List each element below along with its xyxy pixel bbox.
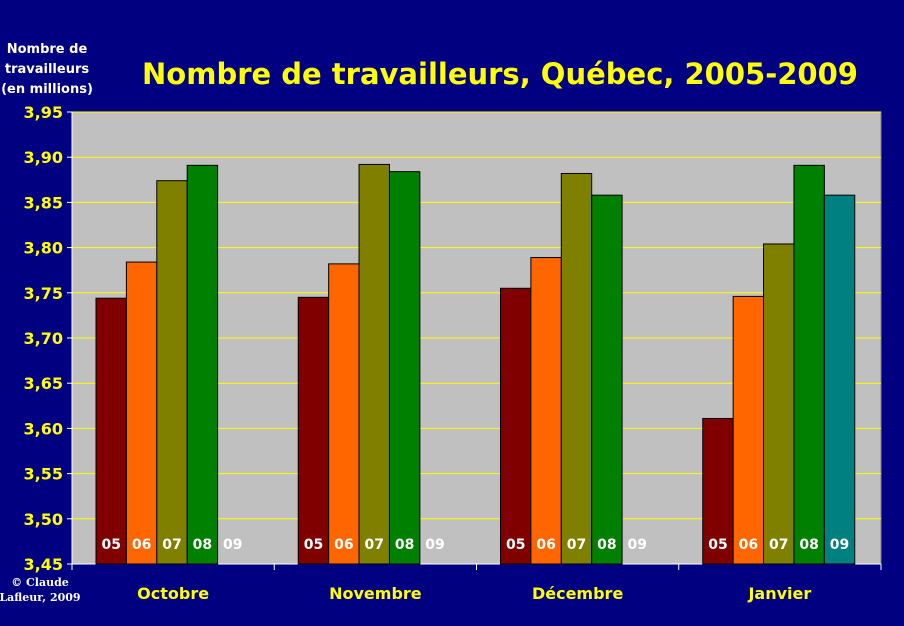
bar bbox=[156, 180, 188, 565]
x-tick-label: Octobre bbox=[137, 584, 209, 603]
bar bbox=[530, 257, 562, 565]
copyright-line-2: Lafleur, 2009 bbox=[0, 591, 81, 604]
y-tick-label: 3,80 bbox=[24, 239, 63, 258]
bar bbox=[560, 172, 593, 565]
y-tick-label: 3,50 bbox=[24, 510, 63, 529]
bar-series-label: 05 bbox=[708, 537, 727, 553]
bar-series-label: 06 bbox=[739, 537, 758, 553]
bar-series-label: 07 bbox=[567, 537, 586, 553]
bar bbox=[500, 287, 532, 565]
bar bbox=[186, 164, 219, 565]
bar bbox=[732, 295, 765, 565]
y-tick-label: 3,95 bbox=[24, 103, 63, 122]
y-axis-label-line-3: (en millions) bbox=[1, 82, 93, 97]
x-tick-label: Janvier bbox=[747, 584, 811, 603]
bar-series-label: 07 bbox=[769, 537, 788, 553]
bar bbox=[328, 263, 360, 565]
bar-series-label: 07 bbox=[162, 537, 181, 553]
chart-title: Nombre de travailleurs, Québec, 2005-200… bbox=[142, 57, 858, 91]
bar bbox=[388, 171, 421, 565]
y-axis-label-line-2: travailleurs bbox=[5, 62, 89, 77]
bar-series-label: 05 bbox=[101, 537, 120, 553]
bar-series-label: 09 bbox=[628, 537, 647, 553]
y-tick-label: 3,45 bbox=[24, 555, 63, 574]
bar-series-label: 06 bbox=[132, 537, 151, 553]
y-tick-label: 3,75 bbox=[24, 284, 63, 303]
x-tick-label: Novembre bbox=[329, 584, 422, 603]
bar bbox=[95, 297, 127, 565]
bar-series-label: 08 bbox=[597, 537, 616, 553]
y-tick-label: 3,65 bbox=[24, 374, 63, 393]
x-tick-label: Décembre bbox=[532, 584, 623, 603]
bar bbox=[591, 194, 623, 565]
bar bbox=[358, 163, 390, 565]
bar-series-label: 08 bbox=[799, 537, 818, 553]
bar bbox=[823, 194, 856, 565]
y-tick-label: 3,55 bbox=[24, 465, 63, 484]
y-tick-label: 3,70 bbox=[24, 329, 63, 348]
y-tick-label: 3,85 bbox=[24, 193, 63, 212]
bar-series-label: 09 bbox=[830, 537, 849, 553]
bar-series-label: 05 bbox=[506, 537, 525, 553]
bar-series-label: 07 bbox=[365, 537, 384, 553]
copyright-line-1: © Claude bbox=[11, 576, 69, 589]
bar bbox=[702, 417, 734, 565]
bar-series-label: 08 bbox=[193, 537, 212, 553]
bar-series-label: 06 bbox=[536, 537, 555, 553]
y-tick-label: 3,60 bbox=[24, 419, 63, 438]
bar bbox=[793, 164, 825, 565]
bar bbox=[125, 261, 158, 565]
plot-area: 3,45 3,50 3,55 3,60 3,65 3,70 3,75 3,80 3,85 3,90… bbox=[24, 103, 882, 603]
bar bbox=[763, 243, 795, 565]
bar-series-label: 08 bbox=[395, 537, 414, 553]
bar-series-label: 06 bbox=[334, 537, 353, 553]
bar-series-label: 09 bbox=[223, 537, 242, 553]
y-axis-label-line-1: Nombre de bbox=[7, 42, 88, 57]
bar bbox=[297, 296, 330, 565]
bar-series-label: 05 bbox=[304, 537, 323, 553]
y-tick-label: 3,90 bbox=[24, 148, 63, 167]
bar-series-label: 09 bbox=[425, 537, 444, 553]
